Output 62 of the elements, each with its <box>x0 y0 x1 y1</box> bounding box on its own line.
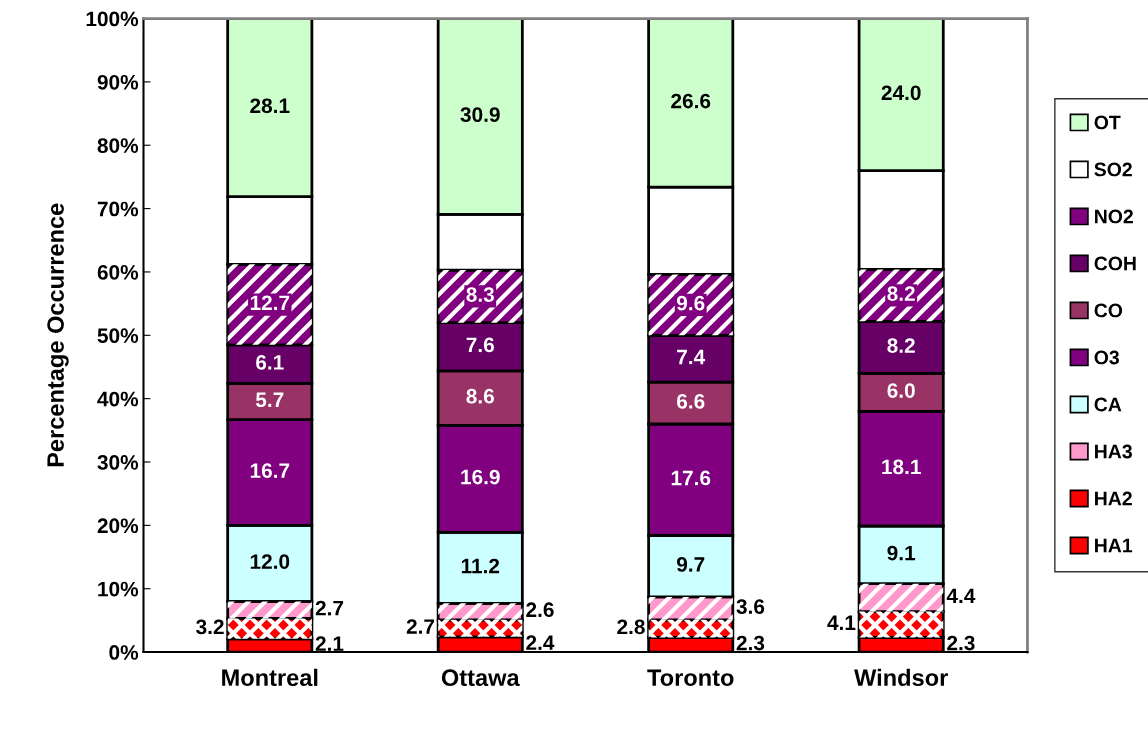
legend-label: O3 <box>1094 350 1119 365</box>
x-tick-label: Montreal <box>222 668 318 687</box>
y-tick-label: 40% <box>97 391 139 407</box>
x-tick-label: Windsor <box>854 668 948 687</box>
y-tick-label: 50% <box>97 328 139 344</box>
data-label: 18.1 <box>882 459 921 475</box>
data-label: 26.6 <box>671 93 711 109</box>
x-tick-label: Toronto <box>647 669 734 687</box>
data-label: 5.7 <box>255 392 284 408</box>
data-label: 2.4 <box>526 635 555 650</box>
data-label: 2.7 <box>315 600 344 616</box>
data-label: 16.7 <box>250 463 290 479</box>
y-tick-label: 0% <box>109 645 139 660</box>
y-tick-label: 10% <box>98 581 139 597</box>
data-label: 12.0 <box>250 554 290 569</box>
x-tick-label: Ottawa <box>441 669 520 687</box>
legend-label: NO2 <box>1095 209 1133 224</box>
data-label: 4.4 <box>946 588 976 603</box>
data-label: 8.6 <box>466 388 494 404</box>
data-label: 3.2 <box>196 619 224 635</box>
y-tick-label: 70% <box>97 201 139 217</box>
data-label: 9.6 <box>676 295 705 311</box>
legend-label: OT <box>1094 115 1121 130</box>
y-tick-label: 80% <box>97 138 139 153</box>
legend-label: SO2 <box>1094 162 1132 177</box>
data-label: 8.3 <box>466 287 494 302</box>
data-label: 2.8 <box>617 619 645 635</box>
data-label: 12.7 <box>250 295 290 310</box>
data-label: 7.4 <box>677 349 706 365</box>
data-label: 6.6 <box>677 393 705 409</box>
data-label: 2.3 <box>736 635 765 651</box>
data-label: 24.0 <box>881 85 921 101</box>
data-label: 30.9 <box>460 107 500 123</box>
data-label: 8.2 <box>887 286 915 301</box>
legend-label: HA2 <box>1095 491 1132 506</box>
y-axis-title: Percentage Occurrence <box>47 203 69 467</box>
y-tick-label: 20% <box>97 518 139 534</box>
data-label: 6.0 <box>887 383 915 398</box>
y-tick-label: 100% <box>86 11 139 27</box>
legend-label: CA <box>1094 397 1122 412</box>
data-label: 2.1 <box>315 636 344 651</box>
data-label: 11.2 <box>461 558 500 574</box>
data-label: 6.1 <box>256 354 284 370</box>
data-label: 9.1 <box>887 545 916 561</box>
data-label: 3.6 <box>736 599 765 614</box>
legend-label: HA3 <box>1095 444 1132 459</box>
data-label: 2.7 <box>406 619 435 634</box>
legend-label: COH <box>1094 256 1136 271</box>
y-tick-label: 30% <box>97 455 139 470</box>
legend-label: HA1 <box>1095 538 1133 553</box>
data-label: 2.6 <box>526 602 554 618</box>
y-tick-label: 90% <box>97 74 139 90</box>
data-label: 8.2 <box>887 338 915 353</box>
data-label: 4.1 <box>827 615 856 630</box>
data-label: 16.9 <box>461 469 500 485</box>
data-label: 2.3 <box>947 635 975 651</box>
data-label: 17.6 <box>671 470 711 486</box>
y-tick-label: 60% <box>97 264 139 280</box>
data-label: 9.7 <box>676 557 705 572</box>
legend-label: CO <box>1094 303 1123 318</box>
data-label: 7.6 <box>466 337 494 353</box>
data-label: 28.1 <box>250 98 290 114</box>
